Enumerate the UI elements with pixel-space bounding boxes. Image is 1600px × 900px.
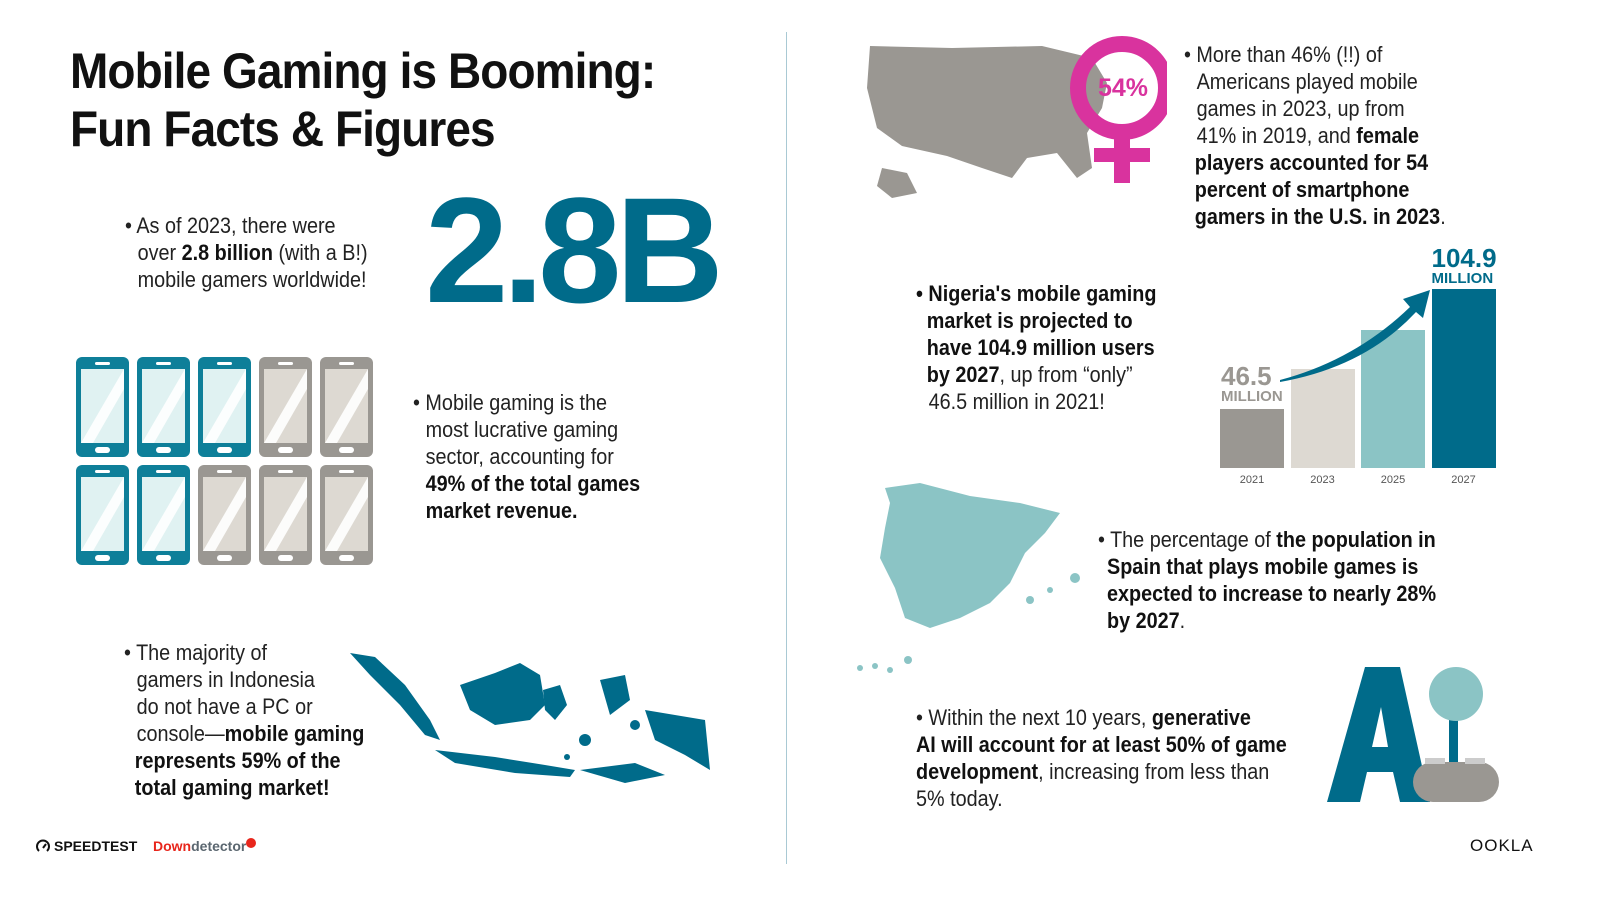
speedtest-text: SPEEDTEST — [54, 838, 138, 854]
text: • Within the next 10 years, — [916, 705, 1152, 730]
x-tick-label: 2027 — [1451, 474, 1476, 486]
phone-icon — [76, 357, 129, 457]
text-line: most lucrative gaming — [425, 417, 619, 442]
text-bold: market revenue. — [425, 498, 578, 523]
usa-fact: • More than 46% (!!) of Americans played… — [1184, 41, 1446, 230]
x-tick-label: 2021 — [1239, 474, 1265, 486]
alert-icon — [246, 838, 257, 848]
phone-grid — [76, 357, 373, 565]
text-bold: 49% of the total games — [425, 471, 641, 496]
gamers-fact: • As of 2023, there were over 2.8 billio… — [125, 212, 368, 293]
page-title: Mobile Gaming is Booming: Fun Facts & Fig… — [70, 42, 656, 158]
speedtest-logo: SPEEDTEST — [36, 838, 137, 854]
text-bold: players accounted for 54 — [1194, 150, 1429, 175]
phone-icon — [320, 357, 373, 457]
text: , up from “only” — [999, 362, 1133, 387]
phone-icon — [320, 465, 373, 565]
phone-icon — [259, 465, 312, 565]
gauge-icon — [36, 839, 50, 852]
text-bold: Spain that plays mobile games is — [1107, 554, 1419, 579]
text-line: gamers in Indonesia — [136, 667, 315, 692]
text-line: • More than 46% (!!) of — [1184, 42, 1383, 67]
text-bold: by 2027 — [926, 362, 1000, 387]
text-line: 46.5 million in 2021! — [928, 389, 1105, 414]
text-line: mobile gamers worldwide! — [137, 267, 367, 292]
phone-icon — [198, 465, 251, 565]
text-line: • The majority of — [124, 640, 268, 665]
text-bold: gamers in the U.S. in 2023 — [1194, 204, 1441, 229]
text-bold: AI will account for at least 50% of game — [916, 732, 1287, 757]
data-label-unit: MILLION — [1431, 269, 1494, 287]
text-bold: expected to increase to nearly 28% — [1107, 581, 1437, 606]
usa-map-icon — [867, 36, 1167, 198]
text: 41% in 2019, and — [1196, 123, 1357, 148]
female-percent-badge: 54% — [1098, 74, 1149, 102]
x-tick-label: 2025 — [1380, 474, 1406, 486]
ai-fact: • Within the next 10 years, generative A… — [916, 704, 1287, 812]
text: • The percentage of — [1098, 527, 1277, 552]
text-bold: represents 59% of the — [134, 748, 341, 773]
text-line: • Mobile gaming is the — [413, 390, 608, 415]
phone-icon — [76, 465, 129, 565]
text-bold: mobile gaming — [224, 721, 365, 746]
text-bold: 2.8 billion — [181, 240, 273, 265]
text-line: 5% today. — [916, 786, 1003, 811]
title-line-2: Fun Facts & Figures — [70, 101, 496, 157]
text: . — [1179, 608, 1186, 633]
indonesia-map-icon — [350, 653, 710, 783]
downdetector-logo: Downdetector — [153, 838, 257, 854]
data-label-value: 104.9 — [1431, 242, 1497, 273]
text-line: • As of 2023, there were — [125, 213, 336, 238]
text-bold: have 104.9 million users — [926, 335, 1155, 360]
phone-icon — [137, 465, 190, 565]
text-bold: • Nigeria's mobile gaming — [916, 281, 1157, 306]
logo-text: detector — [191, 838, 247, 854]
bar-2027 — [1431, 288, 1496, 468]
ookla-logo: OOKLA — [1470, 836, 1534, 855]
data-label-unit: MILLION — [1221, 388, 1283, 406]
phone-icon — [259, 357, 312, 457]
text-line: Americans played mobile — [1196, 69, 1418, 94]
text-line: do not have a PC or — [136, 694, 313, 719]
data-label-value: 46.5 — [1221, 361, 1272, 392]
divider — [786, 32, 787, 864]
title-line-1: Mobile Gaming is Booming: — [70, 43, 656, 99]
spain-fact: • The percentage of the population in Sp… — [1098, 526, 1436, 634]
text-line: games in 2023, up from — [1196, 96, 1405, 121]
text-bold: by 2027 — [1107, 608, 1180, 633]
text-bold: development — [916, 759, 1039, 784]
phone-icon — [198, 357, 251, 457]
text: . — [1440, 204, 1446, 229]
phone-icon — [137, 357, 190, 457]
text-bold: generative — [1151, 705, 1251, 730]
text: console— — [136, 721, 225, 746]
nigeria-fact: • Nigeria's mobile gaming market is proj… — [916, 280, 1156, 415]
x-tick-label: 2023 — [1310, 474, 1335, 486]
growth-arrow-icon — [1280, 290, 1430, 382]
lucrative-fact: • Mobile gaming is the most lucrative ga… — [413, 389, 640, 524]
text-bold: total gaming market! — [134, 775, 330, 800]
text-bold: market is projected to — [926, 308, 1133, 333]
text: (with a B!) — [272, 240, 368, 265]
text-line: over 2.8 billion (with a B!) — [125, 239, 368, 266]
big-number: 2.8B — [425, 166, 724, 334]
ai-joystick-icon — [1327, 667, 1499, 802]
bar-2021 — [1220, 409, 1284, 468]
text: , increasing from less than — [1038, 759, 1270, 784]
logo-text: Down — [153, 838, 192, 854]
text-line: sector, accounting for — [425, 444, 614, 469]
spain-map-icon — [857, 483, 1080, 673]
text-bold: the population in — [1276, 527, 1436, 552]
text: over — [137, 240, 182, 265]
indonesia-fact: • The majority of gamers in Indonesia do… — [124, 639, 364, 801]
text-bold: percent of smartphone — [1194, 177, 1410, 202]
text-bold: female — [1356, 123, 1419, 148]
